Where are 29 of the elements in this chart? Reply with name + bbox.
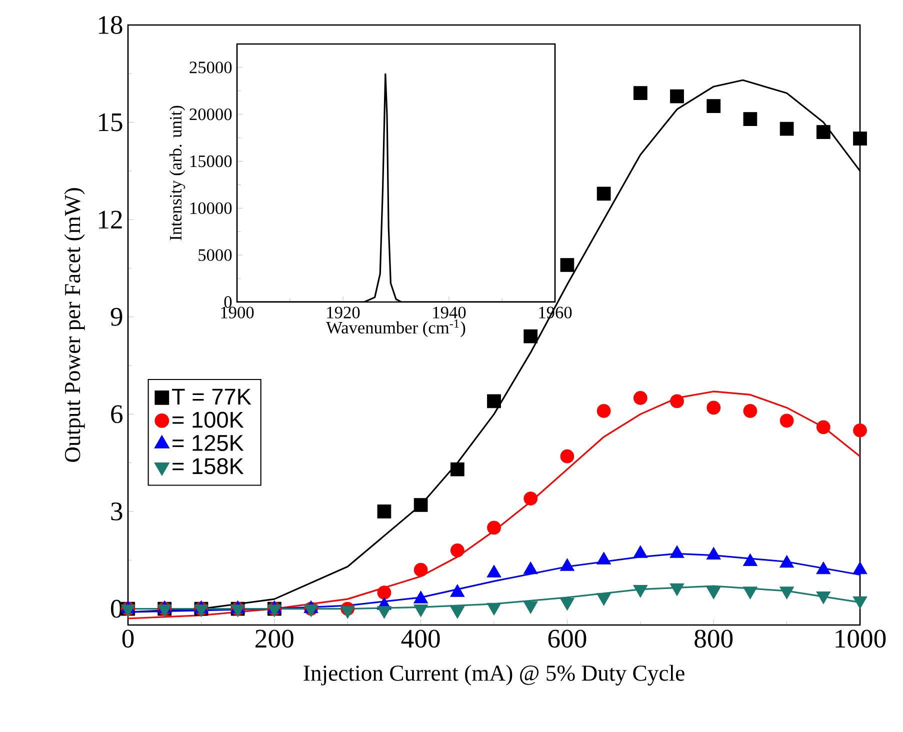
x-tick-label: 1940 <box>433 306 466 318</box>
x-tick-label: 200 <box>256 630 294 648</box>
x-tick-label: 1000 <box>836 630 886 648</box>
y-tick-label: 15 <box>98 113 122 132</box>
y-axis-title: Output Power per Facet (mW) <box>64 188 85 462</box>
y-tick-label: 9 <box>110 308 122 326</box>
legend-label: = 125K <box>172 434 244 452</box>
x-tick-label: 1900 <box>221 306 254 318</box>
y-tick-label: 12 <box>98 210 122 228</box>
legend-label: = 158K <box>172 458 244 474</box>
y-tick-label: 6 <box>111 405 123 424</box>
x-tick-label: 400 <box>401 630 440 648</box>
y-tick-label: 5000 <box>198 249 232 261</box>
x-tick-label: 800 <box>694 630 733 648</box>
y-tick-label: 10000 <box>190 202 232 214</box>
x-axis-title: Injection Current (mA) @ 5% Duty Cycle <box>304 664 684 686</box>
y-tick-label: 3 <box>111 502 122 520</box>
x-tick-label: 1920 <box>327 306 360 318</box>
legend-label: = 100K <box>172 412 244 428</box>
y-tick-label: 15000 <box>190 155 232 168</box>
y-tick-label: 25000 <box>190 62 232 74</box>
y-tick-label: 0 <box>224 296 232 308</box>
x-axis-title: Wavenumber (cm$^{-1}$) <box>326 320 466 338</box>
y-tick-label: 20000 <box>190 108 232 120</box>
line-series <box>128 390 860 620</box>
y-axis-title: Intensity (arb. unit) <box>169 106 186 240</box>
y-tick-label: 18 <box>98 16 122 34</box>
x-tick-label: 600 <box>548 630 586 648</box>
legend-label: T = 77K <box>172 388 252 404</box>
